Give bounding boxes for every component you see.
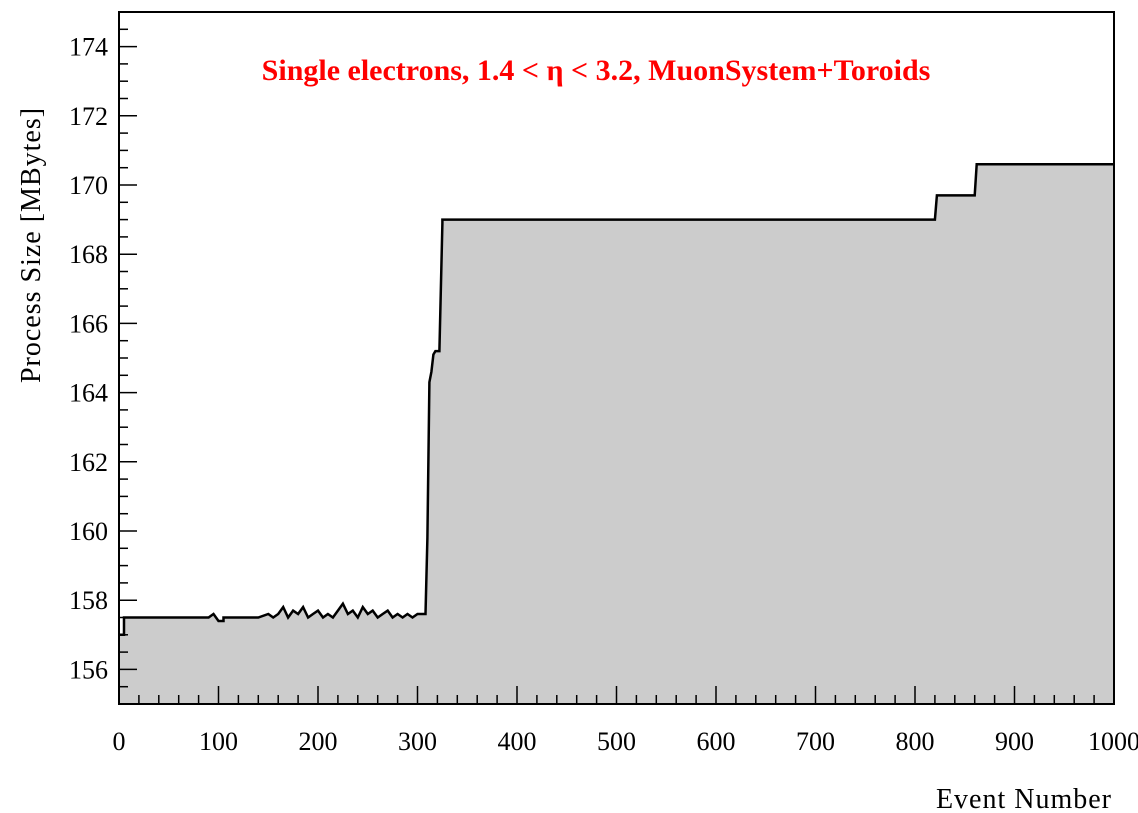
y-tick-label: 168 bbox=[69, 240, 108, 269]
x-tick-label: 600 bbox=[697, 727, 736, 756]
y-tick-label: 170 bbox=[69, 171, 108, 200]
x-tick-label: 800 bbox=[896, 727, 935, 756]
x-axis-title: Event Number bbox=[936, 784, 1112, 813]
y-axis-title: Process Size [MBytes] bbox=[16, 107, 47, 383]
y-tick-label: 158 bbox=[69, 586, 108, 615]
y-tick-label: 172 bbox=[69, 102, 108, 131]
x-tick-label: 300 bbox=[398, 727, 437, 756]
x-tick-label: 900 bbox=[995, 727, 1034, 756]
x-tick-label: 0 bbox=[113, 727, 126, 756]
y-tick-label: 162 bbox=[69, 448, 108, 477]
x-tick-label: 100 bbox=[199, 727, 238, 756]
y-tick-label: 160 bbox=[69, 517, 108, 546]
data-area-fill bbox=[119, 164, 1114, 704]
y-tick-label: 174 bbox=[69, 33, 108, 62]
y-tick-label: 164 bbox=[69, 379, 108, 408]
y-tick-label: 156 bbox=[69, 655, 108, 684]
y-tick-label: 166 bbox=[69, 309, 108, 338]
x-tick-label: 400 bbox=[498, 727, 537, 756]
x-tick-label: 500 bbox=[597, 727, 636, 756]
chart-title: Single electrons, 1.4 < η < 3.2, MuonSys… bbox=[262, 54, 931, 87]
x-tick-label: 200 bbox=[299, 727, 338, 756]
data-line bbox=[119, 162, 1114, 637]
x-tick-label: 1000 bbox=[1088, 727, 1138, 756]
x-tick-label: 700 bbox=[796, 727, 835, 756]
